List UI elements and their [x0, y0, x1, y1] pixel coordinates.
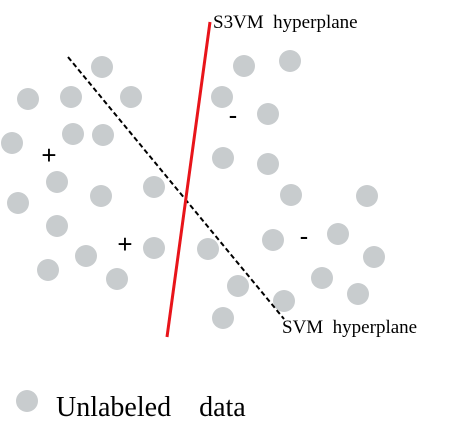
unlabeled-point: [1, 132, 23, 154]
minus-label-upper: -: [229, 100, 238, 130]
unlabeled-point: [347, 283, 369, 305]
unlabeled-point: [327, 223, 349, 245]
unlabeled-point: [106, 268, 128, 290]
plus-label-lower: +: [117, 229, 132, 259]
unlabeled-point: [273, 290, 295, 312]
unlabeled-points: [1, 50, 385, 329]
unlabeled-point: [262, 229, 284, 251]
unlabeled-point: [120, 86, 142, 108]
svm-hyperplane-line: [67, 56, 285, 320]
unlabeled-point: [37, 259, 59, 281]
unlabeled-point: [91, 56, 113, 78]
unlabeled-point: [280, 184, 302, 206]
unlabeled-point: [227, 275, 249, 297]
unlabeled-point: [17, 88, 39, 110]
unlabeled-point: [60, 86, 82, 108]
unlabeled-point: [212, 147, 234, 169]
svm-hyperplane-label: SVM hyperplane: [282, 317, 417, 338]
unlabeled-point: [233, 55, 255, 77]
unlabeled-point: [62, 123, 84, 145]
s3vm-hyperplane-label: S3VM hyperplane: [213, 12, 358, 33]
unlabeled-point: [46, 215, 68, 237]
unlabeled-point: [90, 185, 112, 207]
unlabeled-point: [143, 237, 165, 259]
unlabeled-point: [197, 238, 219, 260]
legend-unlabeled-label: Unlabeled data: [56, 392, 246, 423]
unlabeled-point: [311, 267, 333, 289]
minus-label-lower: -: [300, 221, 309, 251]
unlabeled-point: [7, 192, 29, 214]
unlabeled-point: [257, 103, 279, 125]
unlabeled-point: [143, 176, 165, 198]
unlabeled-point: [46, 171, 68, 193]
plus-label-upper: +: [41, 140, 56, 170]
unlabeled-point: [257, 153, 279, 175]
unlabeled-point: [92, 124, 114, 146]
unlabeled-point: [363, 246, 385, 268]
unlabeled-point: [75, 245, 97, 267]
unlabeled-point: [212, 307, 234, 329]
unlabeled-point: [279, 50, 301, 72]
unlabeled-point: [356, 185, 378, 207]
unlabeled-point: [211, 86, 233, 108]
s3vm-hyperplane-line: [165, 21, 212, 338]
legend-unlabeled-point: [16, 390, 38, 412]
